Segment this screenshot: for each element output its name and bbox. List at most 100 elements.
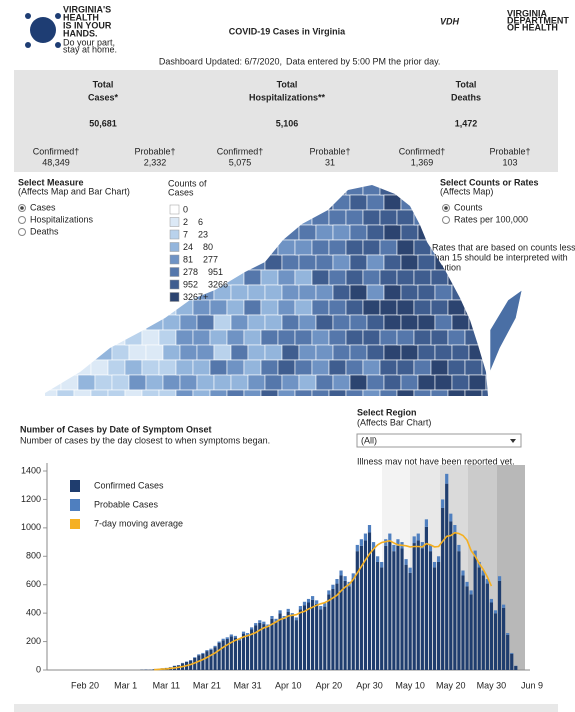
bar [331,588,335,670]
map-county [396,299,415,316]
map-county [430,329,449,346]
radio-label[interactable]: Deaths [30,226,59,236]
map-county [56,239,75,256]
map-county [277,239,296,256]
bar [205,650,209,652]
map-county [209,299,228,316]
bar [274,618,278,622]
bar [489,602,494,670]
map-county [56,299,75,316]
map-county [315,254,334,271]
radio-label[interactable]: Cases [30,202,56,212]
map-county [400,194,419,211]
bar [258,620,262,623]
rates-note: caution [432,262,461,272]
legend-label: 24 80 [183,242,213,252]
map-county [345,209,364,226]
bar [221,638,225,641]
updated: Dashboard Updated: 6/7/2020, [159,56,282,66]
map-county [413,389,432,396]
bar [416,533,420,541]
bar [237,640,242,670]
map-county [311,269,330,286]
map-county [158,359,177,376]
map-county [277,359,296,376]
bar [416,540,420,670]
map-county [145,224,164,241]
logo-text: HANDS. [63,28,98,38]
x-tick-label: Mar 21 [193,680,221,690]
radio-button[interactable] [442,216,450,224]
bar [197,655,201,670]
map-county [366,194,385,211]
moving-average-line [154,531,493,671]
bar [457,544,461,552]
radio-button[interactable] [18,228,26,236]
map-county [447,299,466,316]
map-county [332,224,351,241]
bar [201,652,205,654]
map-county [45,314,62,331]
bar [282,618,286,670]
map-county [264,374,283,391]
map-county [128,254,147,271]
logo-virus [30,17,56,43]
map-county [383,224,402,241]
map-county [260,239,279,256]
map-county [192,359,211,376]
stat-label: Total [456,79,477,89]
map-county [451,374,470,391]
map-county [90,329,109,346]
map-county [277,185,296,196]
region-dropdown[interactable] [356,433,522,448]
legend-swatch [70,519,80,529]
radio-label[interactable]: Hospitalizations [30,214,94,224]
agency-name: OF HEALTH [507,22,558,32]
map-county [451,344,470,361]
bar [380,567,384,670]
map-county [315,224,334,241]
bar [465,586,469,670]
radio-button[interactable] [18,216,26,224]
map-county [345,299,364,316]
map [45,185,488,396]
legend-label: 3267+ [183,292,208,302]
map-county [260,389,279,396]
map-county [94,194,113,211]
logo-text: VIRGINIA'S [63,4,111,14]
map-county [328,359,347,376]
map-county [196,344,215,361]
map-county [468,284,487,301]
map-county [383,314,402,331]
radio-label[interactable]: Rates per 100,000 [454,214,528,224]
map-county [243,299,262,316]
map-county [396,389,415,396]
map-county [73,329,92,346]
map-county [111,284,130,301]
map-county [294,329,313,346]
bar [274,621,278,670]
map-county [362,185,381,196]
map-county [226,269,245,286]
bar [245,633,250,635]
map-county [349,344,368,361]
map-county [260,209,279,226]
map-county [264,224,283,241]
map-county [124,359,143,376]
rates-note: than 15 should be interpreted with [432,252,568,262]
map-county [73,359,92,376]
bar [347,586,351,670]
map-county [349,254,368,271]
bar [424,526,428,670]
map-county [434,284,453,301]
legend-swatch [169,229,180,240]
map-county [94,224,113,241]
map-county [260,185,279,196]
region-note: Illness may not have been reported yet. [357,456,515,466]
radio-label[interactable]: Counts [454,202,483,212]
map-county [400,314,419,331]
bar [408,567,412,573]
map-county [311,329,330,346]
bar [217,641,221,643]
map-county [226,359,245,376]
